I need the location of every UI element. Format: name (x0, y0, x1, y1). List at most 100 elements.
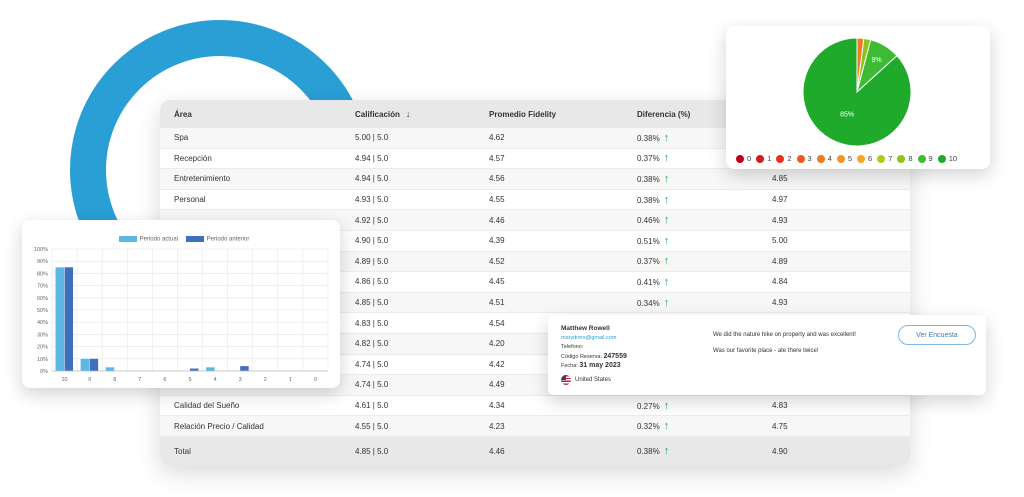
cell-calificacion: 4.74 | 5.0 (355, 380, 489, 389)
table-row[interactable]: 4.86 | 5.0 4.45 0.41% ↑ 4.84 (160, 272, 910, 293)
bar-anterior (240, 366, 249, 371)
arrow-up-icon: ↑ (663, 445, 670, 457)
cell-extra-value: 4.97 (772, 195, 788, 205)
arrow-up-icon: ↑ (663, 172, 670, 185)
cell-calificacion-value: 4.74 | 5.0 (355, 380, 389, 390)
survey-date: Fecha: 31 may 2023 (561, 362, 621, 369)
guest-phone-label: Telefono: (561, 344, 584, 350)
cell-diferencia-value: 0.37% (637, 257, 660, 267)
pie-legend-label: 5 (847, 154, 853, 163)
total-promedio: 4.46 (489, 446, 505, 456)
cell-calificacion: 4.61 | 5.0 (355, 401, 489, 410)
x-tick-label: 6 (163, 377, 166, 383)
pie-slice-label: 9% (872, 57, 882, 64)
legend-label-actual: Periodo actual (139, 236, 178, 243)
table-row[interactable]: Recepción 4.94 | 5.0 4.57 0.37% ↑ (160, 149, 910, 170)
cell-promedio: 4.51 (489, 298, 637, 307)
legend-dot-icon (736, 154, 744, 163)
table-row[interactable]: Spa 5.00 | 5.0 4.62 0.38% ↑ (160, 128, 910, 149)
cell-calificacion: 4.94 | 5.0 (355, 154, 489, 163)
table-row[interactable]: 4.85 | 5.0 4.51 0.34% ↑ 4.93 (160, 292, 910, 314)
arrow-up-icon: ↑ (663, 296, 670, 309)
y-tick-label: 70% (37, 284, 48, 290)
cell-calificacion-value: 4.94 | 5.0 (355, 174, 389, 184)
cell-area: Recepción (160, 154, 355, 163)
pie-legend-item[interactable]: 0 (736, 154, 751, 163)
cell-promedio: 4.39 (489, 236, 637, 245)
table-row[interactable]: 4.89 | 5.0 4.52 0.37% ↑ 4.89 (160, 251, 910, 273)
x-tick-label: 3 (239, 377, 242, 383)
cell-calificacion-value: 5.00 | 5.0 (355, 133, 389, 143)
arrow-up-icon: ↑ (663, 152, 670, 165)
cell-diferencia: 0.37% ↑ (637, 255, 772, 267)
pie-legend-item[interactable]: 4 (816, 154, 832, 163)
table-row[interactable]: 4.74 | 5.0 4.42 (160, 355, 910, 376)
table-row[interactable]: 4.92 | 5.0 4.46 0.46% ↑ 4.93 (160, 210, 910, 231)
cell-promedio-value: 4.46 (489, 215, 505, 225)
cell-promedio-value: 4.45 (489, 277, 505, 287)
view-survey-button[interactable]: Ver Encuesta (898, 325, 976, 345)
total-calificacion: 4.85 | 5.0 (355, 446, 389, 456)
cell-calificacion-value: 4.85 | 5.0 (355, 298, 389, 308)
cell-calificacion: 4.74 | 5.0 (355, 360, 489, 369)
survey-date-label: Fecha: (561, 363, 578, 369)
pie-legend-item[interactable]: 7 (877, 154, 892, 163)
header-promedio[interactable]: Promedio Fidelity (489, 109, 557, 119)
header-diferencia[interactable]: Diferencia (%) (637, 109, 691, 119)
bar-chart-card: Periodo actual Periodo anterior 100% 90% 8… (22, 220, 340, 388)
cell-promedio-value: 4.23 (489, 421, 505, 431)
pie-legend-item[interactable]: 5 (836, 154, 853, 163)
y-tick-label: 100% (34, 247, 48, 253)
cell-diferencia: 0.27% ↑ (637, 400, 772, 412)
bar-actual (55, 267, 65, 371)
pie-legend: 0 1 2 3 4 5 6 7 8 9 10 (736, 154, 957, 163)
legend-dot-icon (836, 154, 845, 163)
table-row[interactable]: Entretenimiento 4.94 | 5.0 4.56 0.38% ↑ 4.85 (160, 169, 910, 190)
cell-diferencia: 0.38% ↑ (637, 173, 772, 185)
table-row[interactable]: Calidad del Sueño 4.61 | 5.0 4.34 0.27% ↑ 4.8… (160, 396, 910, 417)
cell-calificacion-value: 4.90 | 5.0 (355, 236, 389, 246)
cell-calificacion-value: 4.83 | 5.0 (355, 318, 389, 328)
table-row[interactable]: Relación Precio / Calidad 4.55 | 5.0 4.23 0… (160, 416, 910, 437)
pie-legend-item[interactable]: 10 (937, 154, 957, 163)
header-area[interactable]: Área (174, 109, 192, 119)
cell-promedio-value: 4.34 (489, 401, 505, 411)
cell-promedio: 4.45 (489, 277, 637, 286)
cell-calificacion: 4.55 | 5.0 (355, 422, 489, 431)
table-row[interactable]: 4.90 | 5.0 4.39 0.51% ↑ 5.00 (160, 231, 910, 252)
x-tick-label: 7 (138, 377, 141, 383)
cell-calificacion-value: 4.61 | 5.0 (355, 401, 389, 411)
bar-chart-legend: Periodo actual Periodo anterior (22, 236, 340, 243)
pie-slice-label: 85% (840, 112, 854, 119)
pie-legend-item[interactable]: 3 (796, 154, 812, 163)
cell-diferencia-value: 0.51% (637, 236, 660, 246)
cell-promedio-value: 4.54 (489, 318, 505, 328)
cell-extra: 4.89 (772, 257, 910, 266)
arrow-up-icon: ↑ (663, 214, 670, 227)
cell-extra-value: 4.75 (772, 421, 788, 431)
survey-date-value: 31 may 2023 (579, 362, 621, 369)
pie-legend-item[interactable]: 6 (857, 154, 872, 163)
pie-legend-item[interactable]: 8 (897, 154, 913, 163)
y-tick-label: 20% (37, 345, 48, 351)
pie-legend-item[interactable]: 2 (776, 154, 792, 163)
header-calificacion[interactable]: Calificación ↓ (355, 109, 489, 119)
pie-legend-label: 4 (827, 154, 832, 163)
table-row[interactable]: Personal 4.93 | 5.0 4.55 0.38% ↑ 4.97 (160, 190, 910, 211)
cell-promedio-value: 4.20 (489, 339, 505, 349)
cell-diferencia-value: 0.27% (637, 401, 660, 411)
y-tick-label: 60% (37, 296, 48, 302)
table-row[interactable]: 4.83 | 5.0 4.54 (160, 313, 910, 334)
cell-extra: 4.85 (772, 174, 910, 183)
cell-promedio: 4.34 (489, 401, 637, 410)
guest-email[interactable]: marydrers@gmail.com (561, 335, 617, 341)
y-tick-label: 50% (37, 308, 48, 314)
cell-promedio: 4.42 (489, 360, 637, 369)
legend-dot-icon (877, 154, 886, 163)
sort-down-icon[interactable]: ↓ (405, 109, 411, 119)
cell-extra: 5.00 (772, 236, 910, 245)
cell-extra: 4.93 (772, 298, 910, 307)
pie-legend-item[interactable]: 9 (917, 154, 933, 163)
pie-legend-item[interactable]: 1 (756, 154, 771, 163)
